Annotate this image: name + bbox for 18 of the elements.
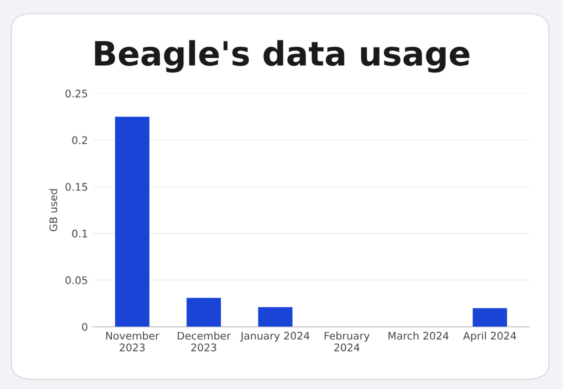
bar — [115, 116, 150, 327]
x-tick-label: February 2024 — [324, 332, 370, 352]
y-tick-label: 0 — [82, 322, 88, 331]
x-tick-label: November 2023 — [106, 332, 160, 352]
y-tick-label: 0.15 — [66, 182, 88, 191]
y-axis-title: GB used — [49, 189, 58, 232]
y-tick-label: 0.1 — [72, 230, 88, 238]
chart-title: Beagle's data usage — [95, 40, 470, 73]
y-tick-label: 0.05 — [66, 276, 88, 284]
x-tick-label: December 2023 — [178, 332, 231, 352]
x-tick-label: January 2024 — [240, 332, 310, 342]
y-tick-label: 0.25 — [66, 90, 88, 98]
y-tick-label: 0.2 — [72, 136, 87, 144]
x-tick-label: March 2024 — [388, 332, 449, 340]
bar — [186, 298, 221, 327]
bar — [258, 307, 292, 327]
bar — [472, 308, 508, 327]
x-tick-label: April 2024 — [463, 332, 516, 342]
